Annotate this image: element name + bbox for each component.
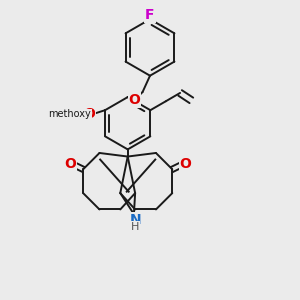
Text: O: O <box>83 107 95 121</box>
Text: N: N <box>129 213 141 227</box>
Text: O: O <box>129 93 140 107</box>
Text: methoxy: methoxy <box>48 109 91 119</box>
Text: O: O <box>64 157 76 171</box>
Text: H: H <box>131 222 139 232</box>
Text: F: F <box>145 8 155 22</box>
Text: O: O <box>180 157 192 171</box>
